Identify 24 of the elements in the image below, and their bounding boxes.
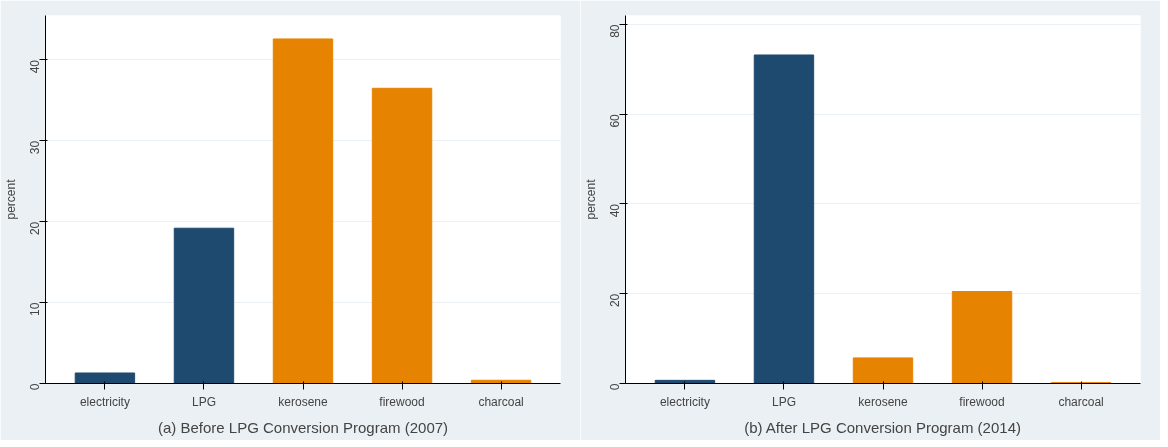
- x-tick-label: firewood: [959, 394, 1005, 409]
- y-tick-label: 20: [28, 221, 42, 236]
- y-tick-label: 20: [608, 293, 622, 308]
- y-axis-title: percent: [583, 178, 598, 220]
- text: (a) Before LPG Conversion Program (2007): [157, 418, 449, 436]
- y-tick-label: 60: [608, 113, 622, 128]
- x-tick-label: firewood: [379, 394, 425, 409]
- x-tick-label: kerosene: [278, 394, 329, 409]
- text: (b) After LPG Conversion Program (2014): [744, 418, 1021, 436]
- x-tick-label: electricity: [659, 394, 710, 409]
- x-tick-label: LPG: [771, 394, 796, 409]
- y-tick-label: 40: [28, 59, 42, 74]
- y-tick-label: 30: [28, 140, 42, 155]
- y-tick-label: 40: [608, 203, 622, 218]
- x-tick-label: LPG: [191, 394, 216, 409]
- x-tick-label: charcoal: [478, 394, 524, 409]
- x-tick-label: electricity: [79, 394, 130, 409]
- y-tick-label: 0: [28, 383, 42, 391]
- y-tick-label: 10: [28, 302, 42, 316]
- x-tick-label: charcoal: [1058, 394, 1104, 409]
- x-tick-label: kerosene: [858, 394, 909, 409]
- y-tick-label: 0: [608, 383, 622, 391]
- y-tick-label: 80: [608, 24, 622, 38]
- y-axis-title: percent: [3, 178, 18, 220]
